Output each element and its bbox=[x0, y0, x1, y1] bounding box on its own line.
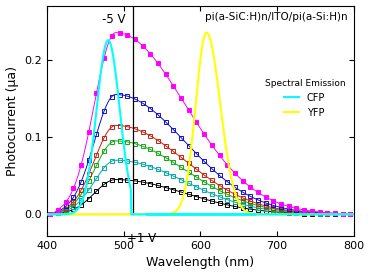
Y-axis label: Photocurrent (μa): Photocurrent (μa) bbox=[6, 66, 18, 176]
Text: pi(a-SiC:H)n/ITO/pi(a-Si:H)n: pi(a-SiC:H)n/ITO/pi(a-Si:H)n bbox=[205, 12, 348, 23]
Text: -5 V: -5 V bbox=[102, 13, 125, 26]
Legend: CFP, YFP: CFP, YFP bbox=[260, 75, 349, 122]
X-axis label: Wavelength (nm): Wavelength (nm) bbox=[146, 257, 254, 269]
Text: +1 V: +1 V bbox=[127, 232, 156, 245]
